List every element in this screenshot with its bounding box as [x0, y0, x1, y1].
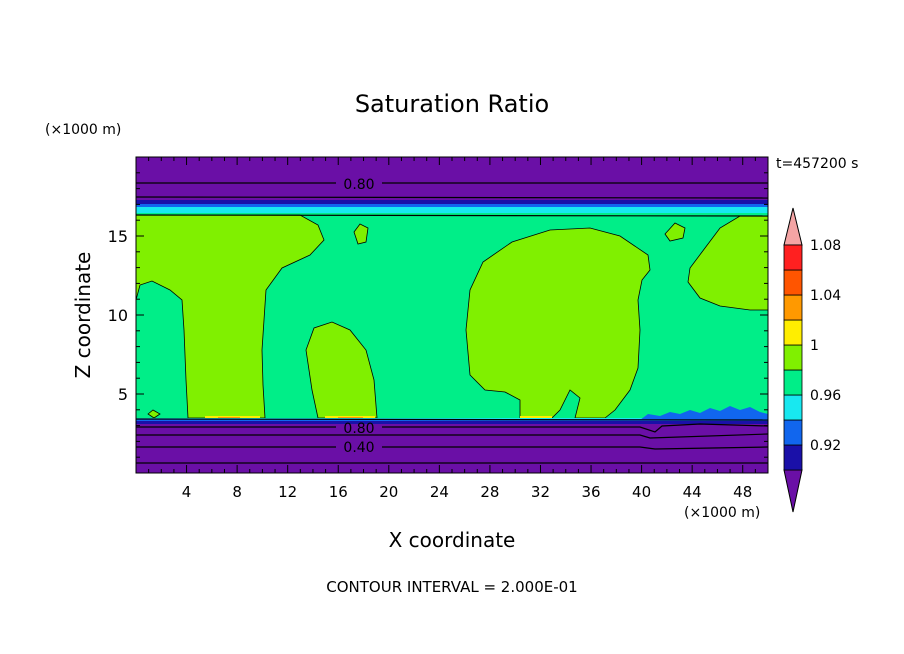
- plume-right: [687, 215, 768, 311]
- colorbar-segment: [783, 294, 803, 321]
- y-tick-label: 10: [108, 306, 128, 325]
- x-axis-label: X coordinate: [389, 528, 516, 552]
- supersaturated-regions: [136, 214, 768, 419]
- x-tick-label: 24: [430, 483, 449, 501]
- x-unit-label: (×1000 m): [684, 505, 760, 521]
- contour-labels: 0.80 0.80 0.40: [343, 177, 374, 456]
- contour-label: 0.80: [343, 421, 374, 437]
- colorbar-segment: [783, 344, 803, 371]
- upper-dry-band: [136, 157, 768, 203]
- blob-right-top: [664, 222, 686, 242]
- upper-blue-band: [136, 204, 768, 208]
- x-tick-label: 28: [480, 483, 499, 501]
- colorbar-segment: [783, 369, 803, 396]
- colorbar-segment: [783, 394, 803, 421]
- contour-label: 0.80: [343, 177, 374, 193]
- blob-left-bottom: [147, 409, 161, 419]
- colorbar-segment: [783, 244, 803, 271]
- x-axis: 4 8 12 16 20 24 28 32 36 40 44 48: [135, 157, 769, 501]
- y-axis: 5 10 15: [108, 156, 768, 474]
- upper-navy-band: [136, 200, 768, 205]
- colorbar-segment: [783, 269, 803, 296]
- x-tick-label: 12: [278, 483, 297, 501]
- lower-blue-band: [136, 419, 768, 422]
- colorbar-tick-label: 0.96: [810, 388, 841, 404]
- colorbar-tick-label: 0.92: [810, 438, 841, 454]
- y-tick-label: 15: [108, 227, 128, 246]
- x-tick-label: 36: [581, 483, 600, 501]
- colorbar-segment: [783, 444, 803, 471]
- x-tick-label: 32: [531, 483, 550, 501]
- blue-ragged-edge: [640, 406, 768, 422]
- x-tick-label: 4: [182, 483, 192, 501]
- colorbar-segment: [783, 319, 803, 346]
- lower-navy-strip: [136, 421, 768, 424]
- colorbar-tick-label: 1: [810, 338, 819, 354]
- contour-interval-footer: CONTOUR INTERVAL = 2.000E-01: [326, 578, 577, 596]
- x-tick-label: 20: [379, 483, 398, 501]
- y-axis-label: Z coordinate: [71, 252, 95, 379]
- colorbar-segment: [783, 419, 803, 446]
- plume-left: [136, 214, 325, 419]
- y-unit-label: (×1000 m): [45, 122, 121, 138]
- contour-label: 0.40: [343, 440, 374, 456]
- colorbar: 0.92 0.96 1 1.04 1.08: [783, 207, 841, 513]
- time-label: t=457200 s: [776, 156, 858, 172]
- x-tick-label: 48: [733, 483, 752, 501]
- x-tick-label: 16: [329, 483, 348, 501]
- chart-title: Saturation Ratio: [355, 90, 549, 118]
- contour-lines: [136, 182, 768, 464]
- upper-cyan-band: [136, 207, 768, 213]
- y-tick-label: 5: [118, 385, 128, 404]
- colorbar-bottom-arrow: [783, 469, 803, 513]
- contour-field: 0.80 0.80 0.40: [136, 157, 768, 473]
- x-tick-label: 44: [683, 483, 702, 501]
- plume-center-left: [305, 321, 378, 419]
- blob-small: [353, 223, 369, 245]
- colorbar-top-arrow: [783, 207, 803, 246]
- x-tick-label: 8: [232, 483, 242, 501]
- plume-center: [465, 227, 651, 419]
- colorbar-tick-label: 1.08: [810, 238, 841, 254]
- colorbar-tick-label: 1.04: [810, 288, 841, 304]
- x-tick-label: 40: [632, 483, 651, 501]
